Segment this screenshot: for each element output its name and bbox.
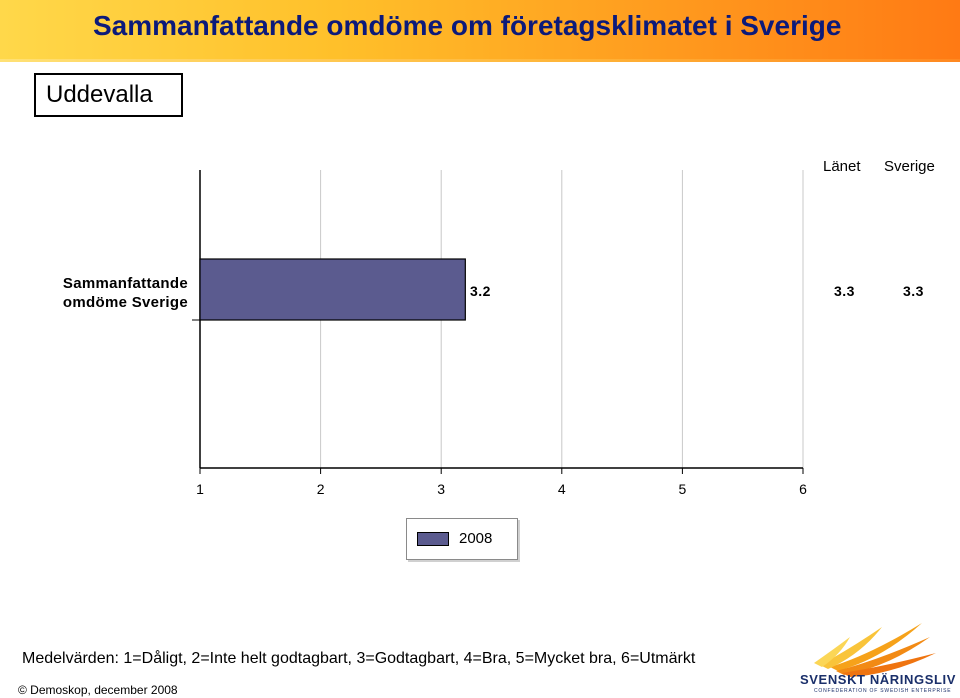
copyright-text: © Demoskop, december 2008 [18, 683, 178, 697]
flame-rays-logo-icon [814, 623, 936, 677]
page-title: Sammanfattande omdöme om företagsklimate… [93, 10, 842, 41]
region-label: Uddevalla [34, 73, 183, 117]
legend-swatch [417, 532, 449, 546]
x-tick-label-1: 1 [196, 481, 204, 497]
column-header-lanet: Länet [823, 158, 861, 175]
x-tick-label-5: 5 [679, 481, 687, 497]
scale-footnote: Medelvärden: 1=Dåligt, 2=Inte helt godta… [22, 650, 696, 667]
category-label: Sammanfattande omdöme Sverige [62, 275, 188, 311]
legend: 2008 [406, 518, 518, 560]
x-tick-label-4: 4 [558, 481, 566, 497]
title-band [0, 0, 960, 62]
legend-label: 2008 [459, 530, 493, 547]
x-tick-label-3: 3 [437, 481, 445, 497]
sverige-value: 3.3 [903, 283, 924, 299]
logo-subtitle: CONFEDERATION OF SWEDISH ENTERPRISE [814, 688, 952, 694]
bar-value-label: 3.2 [470, 283, 491, 299]
x-tick-label-2: 2 [317, 481, 325, 497]
lanet-value: 3.3 [834, 283, 855, 299]
bar-2008-0 [199, 258, 466, 321]
logo-name: SVENSKT NÄRINGSLIV [800, 672, 956, 687]
column-header-sverige: Sverige [884, 158, 935, 175]
x-tick-label-6: 6 [799, 481, 807, 497]
